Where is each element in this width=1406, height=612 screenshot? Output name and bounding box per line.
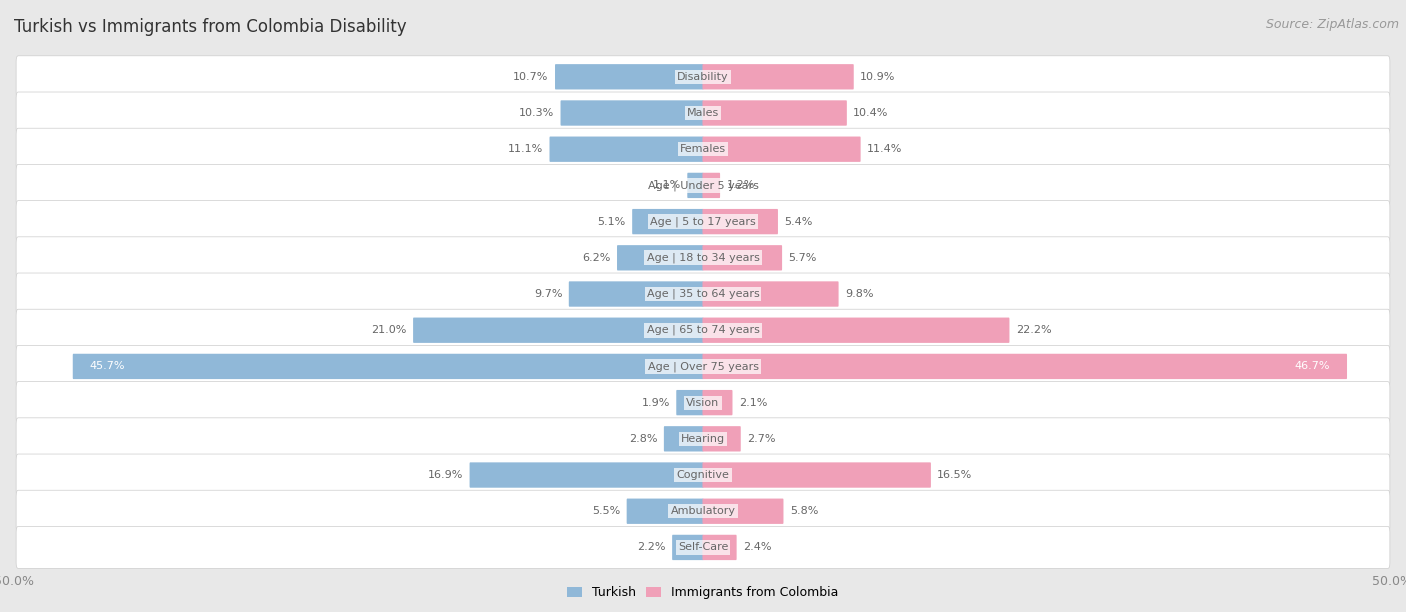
- Text: Cognitive: Cognitive: [676, 470, 730, 480]
- Text: 5.8%: 5.8%: [790, 506, 818, 517]
- Text: 10.4%: 10.4%: [853, 108, 889, 118]
- Text: Males: Males: [688, 108, 718, 118]
- FancyBboxPatch shape: [703, 64, 853, 89]
- FancyBboxPatch shape: [413, 318, 703, 343]
- FancyBboxPatch shape: [15, 165, 1391, 206]
- FancyBboxPatch shape: [15, 382, 1391, 424]
- Text: Age | 18 to 34 years: Age | 18 to 34 years: [647, 253, 759, 263]
- Text: 10.7%: 10.7%: [513, 72, 548, 82]
- Text: 11.4%: 11.4%: [868, 144, 903, 154]
- FancyBboxPatch shape: [555, 64, 703, 89]
- Text: Turkish vs Immigrants from Colombia Disability: Turkish vs Immigrants from Colombia Disa…: [14, 18, 406, 36]
- Text: 45.7%: 45.7%: [90, 362, 125, 371]
- FancyBboxPatch shape: [703, 426, 741, 452]
- Text: 46.7%: 46.7%: [1295, 362, 1330, 371]
- FancyBboxPatch shape: [15, 92, 1391, 134]
- FancyBboxPatch shape: [633, 209, 703, 234]
- FancyBboxPatch shape: [15, 418, 1391, 460]
- FancyBboxPatch shape: [15, 490, 1391, 532]
- FancyBboxPatch shape: [15, 273, 1391, 315]
- FancyBboxPatch shape: [688, 173, 703, 198]
- Text: Ambulatory: Ambulatory: [671, 506, 735, 517]
- FancyBboxPatch shape: [672, 535, 703, 560]
- Text: Disability: Disability: [678, 72, 728, 82]
- Text: 21.0%: 21.0%: [371, 325, 406, 335]
- Text: 5.1%: 5.1%: [598, 217, 626, 226]
- Text: 6.2%: 6.2%: [582, 253, 610, 263]
- FancyBboxPatch shape: [617, 245, 703, 271]
- Text: 5.7%: 5.7%: [789, 253, 817, 263]
- FancyBboxPatch shape: [703, 462, 931, 488]
- FancyBboxPatch shape: [703, 318, 1010, 343]
- Text: Age | Over 75 years: Age | Over 75 years: [648, 361, 758, 371]
- Text: 2.1%: 2.1%: [738, 398, 768, 408]
- FancyBboxPatch shape: [550, 136, 703, 162]
- FancyBboxPatch shape: [703, 245, 782, 271]
- Text: Age | Under 5 years: Age | Under 5 years: [648, 180, 758, 191]
- FancyBboxPatch shape: [15, 201, 1391, 242]
- FancyBboxPatch shape: [703, 209, 778, 234]
- FancyBboxPatch shape: [703, 282, 838, 307]
- Text: Females: Females: [681, 144, 725, 154]
- FancyBboxPatch shape: [664, 426, 703, 452]
- Text: 1.9%: 1.9%: [641, 398, 669, 408]
- FancyBboxPatch shape: [15, 309, 1391, 351]
- Text: 10.9%: 10.9%: [860, 72, 896, 82]
- Text: 1.2%: 1.2%: [727, 181, 755, 190]
- FancyBboxPatch shape: [703, 136, 860, 162]
- FancyBboxPatch shape: [15, 237, 1391, 279]
- FancyBboxPatch shape: [15, 526, 1391, 569]
- FancyBboxPatch shape: [627, 499, 703, 524]
- Text: 10.3%: 10.3%: [519, 108, 554, 118]
- Text: 2.8%: 2.8%: [628, 434, 658, 444]
- Text: 1.1%: 1.1%: [652, 181, 681, 190]
- Legend: Turkish, Immigrants from Colombia: Turkish, Immigrants from Colombia: [562, 581, 844, 604]
- FancyBboxPatch shape: [73, 354, 703, 379]
- FancyBboxPatch shape: [15, 454, 1391, 496]
- FancyBboxPatch shape: [15, 128, 1391, 170]
- FancyBboxPatch shape: [15, 56, 1391, 98]
- Text: 16.5%: 16.5%: [938, 470, 973, 480]
- Text: 11.1%: 11.1%: [508, 144, 543, 154]
- FancyBboxPatch shape: [703, 499, 783, 524]
- Text: 22.2%: 22.2%: [1015, 325, 1052, 335]
- Text: Age | 5 to 17 years: Age | 5 to 17 years: [650, 217, 756, 227]
- Text: Age | 65 to 74 years: Age | 65 to 74 years: [647, 325, 759, 335]
- Text: 9.7%: 9.7%: [534, 289, 562, 299]
- Text: 2.2%: 2.2%: [637, 542, 666, 553]
- FancyBboxPatch shape: [15, 345, 1391, 387]
- FancyBboxPatch shape: [569, 282, 703, 307]
- Text: 5.4%: 5.4%: [785, 217, 813, 226]
- Text: 2.7%: 2.7%: [747, 434, 776, 444]
- Text: 16.9%: 16.9%: [427, 470, 463, 480]
- Text: 5.5%: 5.5%: [592, 506, 620, 517]
- Text: Source: ZipAtlas.com: Source: ZipAtlas.com: [1265, 18, 1399, 31]
- FancyBboxPatch shape: [703, 390, 733, 416]
- FancyBboxPatch shape: [676, 390, 703, 416]
- Text: Hearing: Hearing: [681, 434, 725, 444]
- Text: 9.8%: 9.8%: [845, 289, 873, 299]
- Text: Self-Care: Self-Care: [678, 542, 728, 553]
- Text: Vision: Vision: [686, 398, 720, 408]
- FancyBboxPatch shape: [703, 535, 737, 560]
- FancyBboxPatch shape: [561, 100, 703, 125]
- FancyBboxPatch shape: [470, 462, 703, 488]
- Text: Age | 35 to 64 years: Age | 35 to 64 years: [647, 289, 759, 299]
- FancyBboxPatch shape: [703, 173, 720, 198]
- Text: 2.4%: 2.4%: [742, 542, 772, 553]
- FancyBboxPatch shape: [703, 100, 846, 125]
- FancyBboxPatch shape: [703, 354, 1347, 379]
